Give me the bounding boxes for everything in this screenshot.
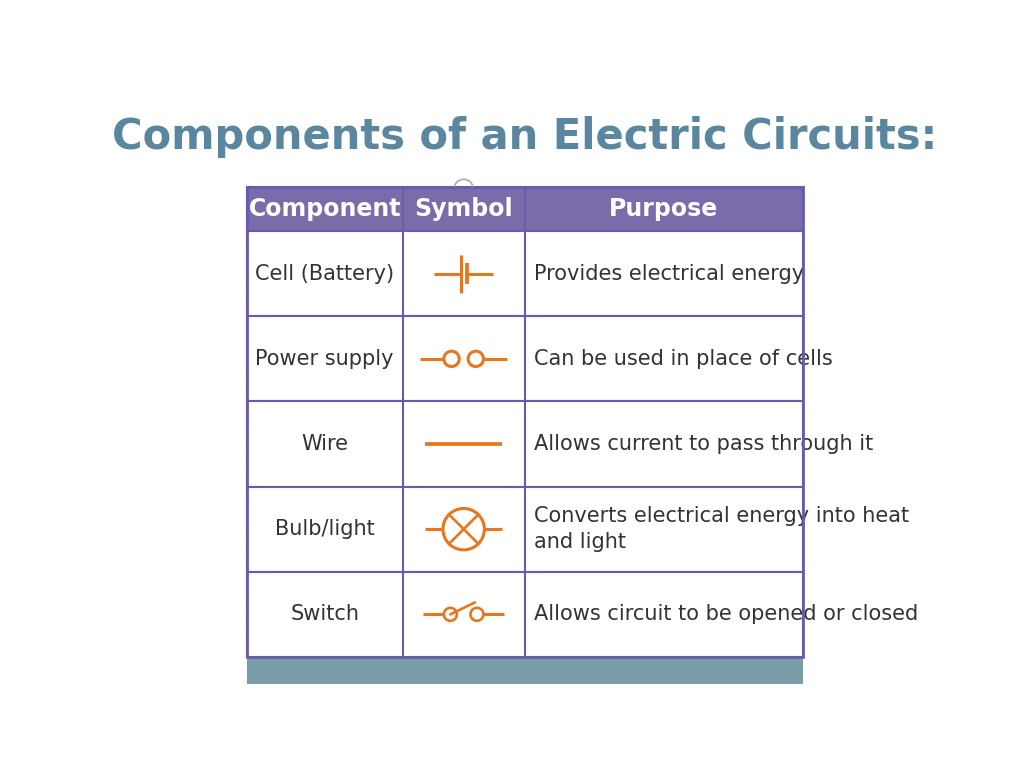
Text: Bulb/light: Bulb/light xyxy=(274,519,375,539)
Bar xyxy=(247,487,803,571)
Bar xyxy=(247,402,803,487)
Text: Allows circuit to be opened or closed: Allows circuit to be opened or closed xyxy=(534,604,918,624)
Text: Cell (Battery): Cell (Battery) xyxy=(255,263,394,283)
Text: Provides electrical energy: Provides electrical energy xyxy=(534,263,804,283)
Text: Power supply: Power supply xyxy=(255,349,394,369)
Text: Allows current to pass through it: Allows current to pass through it xyxy=(534,434,872,454)
Text: Purpose: Purpose xyxy=(609,197,719,221)
Text: Switch: Switch xyxy=(290,604,359,624)
Bar xyxy=(247,187,803,657)
Bar xyxy=(247,316,803,402)
Text: Can be used in place of cells: Can be used in place of cells xyxy=(534,349,833,369)
Bar xyxy=(247,231,803,316)
Text: Components of an Electric Circuits:: Components of an Electric Circuits: xyxy=(113,115,937,157)
Bar xyxy=(247,571,803,657)
Text: Converts electrical energy into heat
and light: Converts electrical energy into heat and… xyxy=(534,506,908,552)
Bar xyxy=(247,651,803,684)
Text: Component: Component xyxy=(249,197,401,221)
Text: Symbol: Symbol xyxy=(415,197,513,221)
Bar xyxy=(247,187,803,231)
Text: Wire: Wire xyxy=(301,434,348,454)
